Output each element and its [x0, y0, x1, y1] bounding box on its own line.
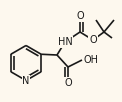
Text: O: O: [89, 35, 97, 45]
Text: O: O: [76, 11, 84, 21]
Text: O: O: [64, 78, 72, 88]
Text: N: N: [22, 75, 30, 85]
Text: HN: HN: [58, 37, 72, 47]
Text: OH: OH: [84, 55, 99, 65]
